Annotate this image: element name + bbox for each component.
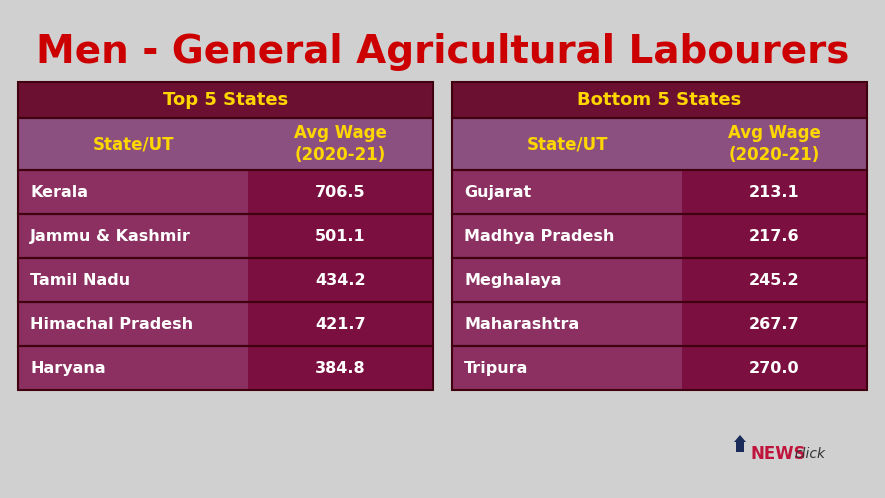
Bar (18, 258, 248, 302)
Bar (452, 302, 867, 346)
Text: 384.8: 384.8 (315, 361, 366, 375)
Bar (18, 302, 433, 346)
Text: 501.1: 501.1 (315, 229, 366, 244)
Bar (682, 258, 867, 302)
Bar (452, 258, 867, 302)
Bar (452, 302, 682, 346)
Bar (18, 258, 433, 302)
Bar (452, 214, 682, 258)
Text: 706.5: 706.5 (315, 184, 366, 200)
Bar (18, 170, 248, 214)
Text: 245.2: 245.2 (750, 272, 800, 287)
Text: click: click (794, 447, 825, 461)
Text: Gujarat: Gujarat (464, 184, 531, 200)
Text: Madhya Pradesh: Madhya Pradesh (464, 229, 614, 244)
Text: 421.7: 421.7 (315, 317, 366, 332)
Bar (452, 170, 682, 214)
Text: State/UT: State/UT (92, 135, 173, 153)
Bar (18, 346, 433, 390)
Bar (682, 214, 867, 258)
Text: Avg Wage
(2020-21): Avg Wage (2020-21) (728, 124, 821, 164)
Bar (452, 118, 682, 170)
Text: Top 5 States: Top 5 States (163, 91, 289, 109)
Bar (452, 214, 867, 258)
Bar (452, 258, 682, 302)
Bar (452, 82, 867, 118)
Text: Kerala: Kerala (30, 184, 88, 200)
Text: Jammu & Kashmir: Jammu & Kashmir (30, 229, 191, 244)
Text: Maharashtra: Maharashtra (464, 317, 580, 332)
Bar (248, 170, 433, 214)
Text: 434.2: 434.2 (315, 272, 366, 287)
Bar (18, 214, 248, 258)
Text: Tamil Nadu: Tamil Nadu (30, 272, 130, 287)
Bar (18, 302, 248, 346)
Text: 213.1: 213.1 (750, 184, 800, 200)
Bar (248, 214, 433, 258)
Text: State/UT: State/UT (527, 135, 608, 153)
Text: 270.0: 270.0 (750, 361, 800, 375)
Bar (452, 170, 867, 214)
Text: 217.6: 217.6 (750, 229, 800, 244)
Bar (18, 214, 433, 258)
Bar (682, 170, 867, 214)
Bar (248, 302, 433, 346)
Bar (18, 170, 433, 214)
Text: Men - General Agricultural Labourers: Men - General Agricultural Labourers (35, 33, 850, 71)
Text: NEWS: NEWS (750, 445, 805, 463)
FancyArrow shape (734, 435, 746, 452)
Text: Himachal Pradesh: Himachal Pradesh (30, 317, 193, 332)
Bar (18, 82, 433, 118)
Bar (18, 118, 248, 170)
Bar (18, 82, 433, 118)
Bar (452, 346, 682, 390)
Bar (682, 302, 867, 346)
Text: Haryana: Haryana (30, 361, 105, 375)
Bar (248, 258, 433, 302)
Bar (452, 346, 867, 390)
Bar (248, 118, 433, 170)
Bar (682, 118, 867, 170)
Text: Meghalaya: Meghalaya (464, 272, 561, 287)
Bar (18, 346, 248, 390)
Bar (452, 118, 867, 170)
Bar (682, 346, 867, 390)
Text: Bottom 5 States: Bottom 5 States (577, 91, 742, 109)
Text: 267.7: 267.7 (750, 317, 800, 332)
Bar (18, 118, 433, 170)
Text: Avg Wage
(2020-21): Avg Wage (2020-21) (294, 124, 387, 164)
Text: Tripura: Tripura (464, 361, 528, 375)
Bar (248, 346, 433, 390)
Bar (452, 82, 867, 118)
